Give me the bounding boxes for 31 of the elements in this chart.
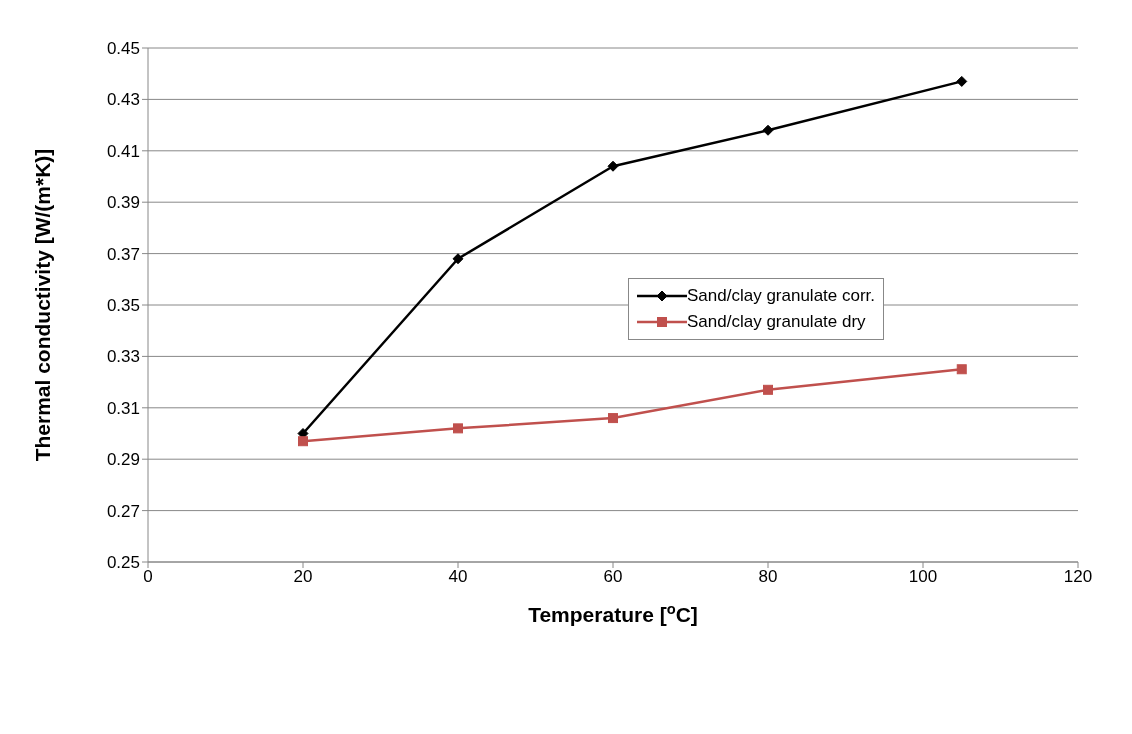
point <box>762 124 774 136</box>
y-tick-label: 0.25 <box>106 553 140 573</box>
x-tick-label: 80 <box>758 567 778 587</box>
x-tick-label: 0 <box>143 567 153 587</box>
point <box>608 413 618 424</box>
y-tick-label: 0.27 <box>106 501 140 521</box>
legend-label: Sand/clay granulate dry <box>687 312 866 332</box>
point <box>452 253 464 265</box>
x-tick-label: 60 <box>603 567 623 587</box>
y-tick-label: 0.45 <box>106 39 140 59</box>
point <box>607 160 619 172</box>
point <box>763 384 773 395</box>
point <box>956 364 967 375</box>
y-tick-label: 0.35 <box>106 296 140 316</box>
point <box>453 423 463 434</box>
y-axis-title: Thermal conductivity [W/(m*K)] <box>31 148 54 462</box>
y-tick-label: 0.33 <box>106 347 140 367</box>
y-tick-label: 0.41 <box>106 141 140 161</box>
x-tick-label: 120 <box>1063 567 1093 587</box>
x-tick-label: 100 <box>908 567 938 587</box>
x-axis-title: Temperature [$^{o}$C] <box>528 601 698 626</box>
y-tick-label: 0.29 <box>106 450 140 470</box>
y-tick-label: 0.37 <box>106 244 140 264</box>
x-tick-label: 20 <box>293 567 313 587</box>
point <box>298 436 308 447</box>
point <box>956 75 968 87</box>
y-tick-label: 0.43 <box>106 90 140 110</box>
x-tick-label: 40 <box>448 567 468 587</box>
y-tick-label: 0.39 <box>106 193 140 213</box>
legend-label: Sand/clay granulate corr. <box>687 286 876 306</box>
y-tick-label: 0.31 <box>106 398 140 418</box>
